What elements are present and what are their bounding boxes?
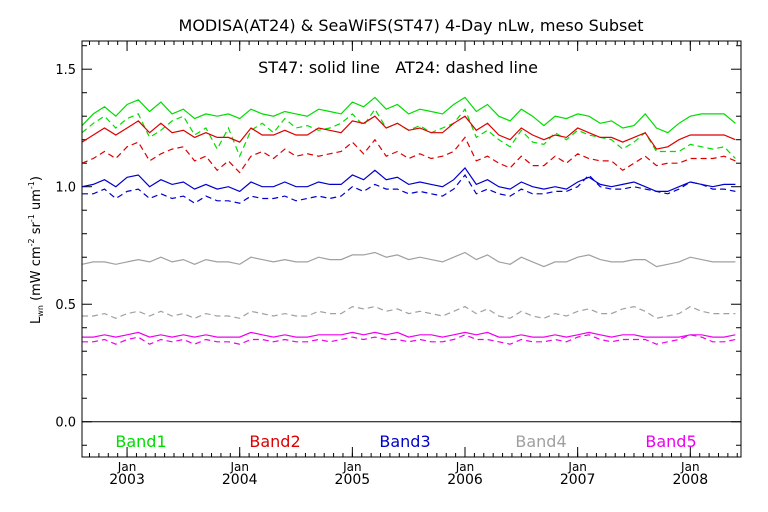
x-tick-month-label: Jan [342, 460, 362, 474]
legend: Band1 Band2 Band3 Band4 Band5 [115, 432, 696, 451]
svg-text:Lwn (mW cm-2 sr-1 um-1): Lwn (mW cm-2 sr-1 um-1) [27, 176, 45, 324]
x-tick-year-label: 2004 [222, 472, 258, 488]
y-label-exp1: -2 [27, 238, 36, 246]
y-label-sr: sr [29, 222, 44, 239]
x-tick-year-label: 2008 [672, 472, 708, 488]
chart-annotation: ST47: solid line AT24: dashed line [258, 58, 538, 77]
y-label-exp2: -1 [27, 214, 36, 222]
chart-title: MODISA(AT24) & SeaWiFS(ST47) 4-Day nLw, … [179, 16, 644, 35]
x-tick-month-label: Jan [680, 460, 700, 474]
x-tick-year-label: 2006 [447, 472, 483, 488]
series-line-band3-dashed [82, 173, 736, 204]
y-label-subscript: wn [36, 305, 45, 317]
y-tick-label: 0.0 [55, 416, 76, 431]
series-line-band5-solid [82, 331, 736, 338]
plot-frame [81, 40, 742, 458]
legend-item-band2: Band2 [249, 432, 300, 451]
x-tick-year-label: 2005 [335, 472, 371, 488]
y-tick-label: 1.0 [55, 181, 76, 196]
series-lines [81, 96, 736, 345]
x-tick-month-label: Jan [229, 460, 249, 474]
series-line-band2-solid [81, 115, 736, 150]
series-line-band4-dashed [82, 305, 736, 319]
x-tick-year-label: 2007 [560, 472, 596, 488]
legend-item-band1: Band1 [115, 432, 166, 451]
y-tick-label: 0.5 [55, 298, 76, 313]
series-line-band1-solid [81, 96, 736, 134]
legend-item-band4: Band4 [515, 432, 566, 451]
axis-ticks: 0.00.51.01.5Jan2003Jan2004Jan2005Jan2006… [55, 41, 741, 488]
y-label-close: ) [29, 176, 44, 181]
x-tick-month-label: Jan [567, 460, 587, 474]
y-tick-label: 1.5 [55, 63, 76, 78]
y-label-symbol: L [29, 316, 44, 324]
x-tick-month-label: Jan [455, 460, 475, 474]
legend-item-band5: Band5 [645, 432, 696, 451]
y-axis-label: Lwn (mW cm-2 sr-1 um-1) [27, 176, 45, 324]
legend-item-band3: Band3 [379, 432, 430, 451]
series-line-band5-dashed [82, 334, 736, 345]
y-label-exp3: -1 [27, 181, 36, 189]
y-label-um: um [29, 189, 44, 214]
y-label-units: (mW cm [29, 246, 44, 305]
series-line-band3-solid [81, 166, 736, 193]
series-line-band4-solid [81, 251, 736, 268]
x-tick-month-label: Jan [117, 460, 137, 474]
x-tick-year-label: 2003 [109, 472, 145, 488]
